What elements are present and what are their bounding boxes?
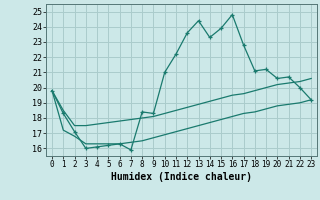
X-axis label: Humidex (Indice chaleur): Humidex (Indice chaleur)	[111, 172, 252, 182]
